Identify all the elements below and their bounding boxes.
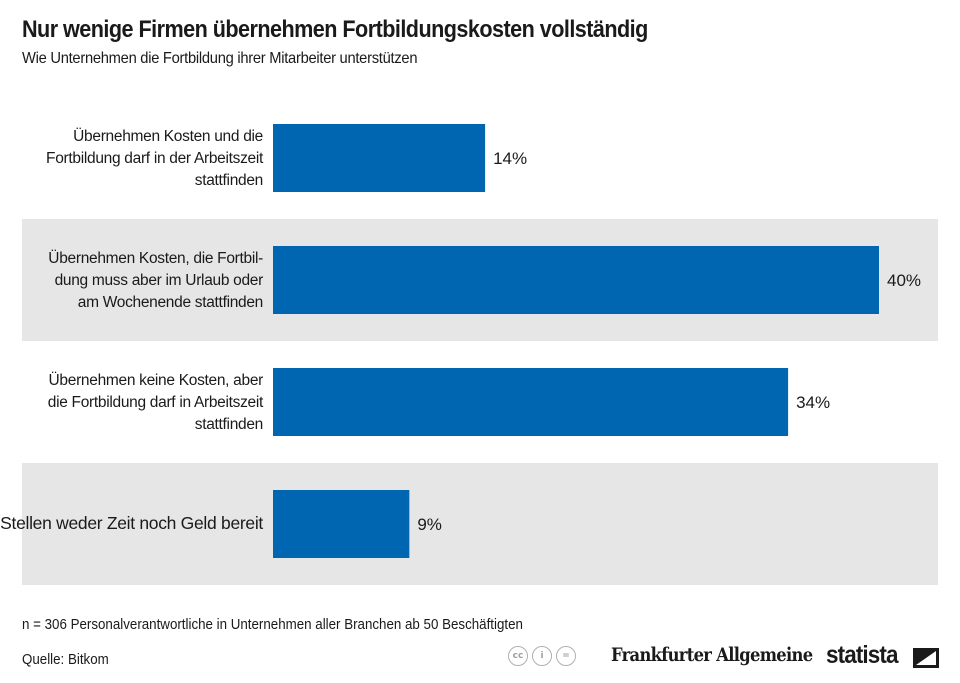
sample-note: n = 306 Personalverantwortliche in Unter…: [22, 617, 523, 633]
bar-chart: 14% Übernehmen Kosten und die Fortbildung …: [0, 124, 938, 585]
data-label: 9%: [417, 515, 442, 534]
category-label: Übernehmen keine Kosten, aber die Fortbil…: [48, 371, 264, 433]
category-label-line: Übernehmen Kosten, die Fortbil-: [48, 249, 263, 267]
data-label: 40%: [887, 271, 921, 290]
bar[interactable]: [273, 246, 879, 314]
category-label-line: Übernehmen Kosten und die: [73, 127, 263, 145]
category-label-line: Stellen weder Zeit noch Geld bereit: [0, 513, 263, 533]
category-label: Übernehmen Kosten und die Fortbildung dar…: [46, 127, 264, 189]
no-derivatives-icon: =: [556, 646, 576, 666]
category-label-line: Übernehmen keine Kosten, aber: [49, 371, 264, 389]
bar[interactable]: [273, 368, 789, 436]
category-label-line: stattfinden: [195, 416, 263, 433]
bar[interactable]: [273, 490, 410, 558]
category-label-line: die Fortbildung darf in Arbeitszeit: [48, 394, 264, 411]
statista-logo[interactable]: statista: [826, 641, 898, 669]
license-icons[interactable]: cc i =: [508, 646, 576, 666]
data-label: 34%: [796, 393, 830, 412]
bar[interactable]: [273, 124, 486, 192]
data-label: 14%: [493, 149, 527, 168]
row-band: [22, 463, 938, 585]
cc-icon: cc: [508, 646, 528, 666]
attribution-icon: i: [532, 646, 552, 666]
category-label: Übernehmen Kosten, die Fortbil-dung muss…: [48, 249, 263, 311]
statista-mark-icon: [913, 648, 939, 668]
category-label-line: dung muss aber im Urlaub oder: [55, 272, 264, 289]
chart-subtitle: Wie Unternehmen die Fortbildung ihrer Mi…: [22, 50, 418, 67]
category-label: Stellen weder Zeit noch Geld bereit: [0, 513, 263, 533]
faz-logo[interactable]: Frankfurter Allgemeine: [611, 644, 813, 666]
category-label-line: am Wochenende stattfinden: [78, 294, 263, 311]
chart-title: Nur wenige Firmen übernehmen Fortbildung…: [22, 16, 648, 43]
category-label-line: stattfinden: [195, 172, 263, 189]
source-label: Quelle: Bitkom: [22, 652, 109, 668]
category-label-line: Fortbildung darf in der Arbeitszeit: [46, 150, 264, 167]
